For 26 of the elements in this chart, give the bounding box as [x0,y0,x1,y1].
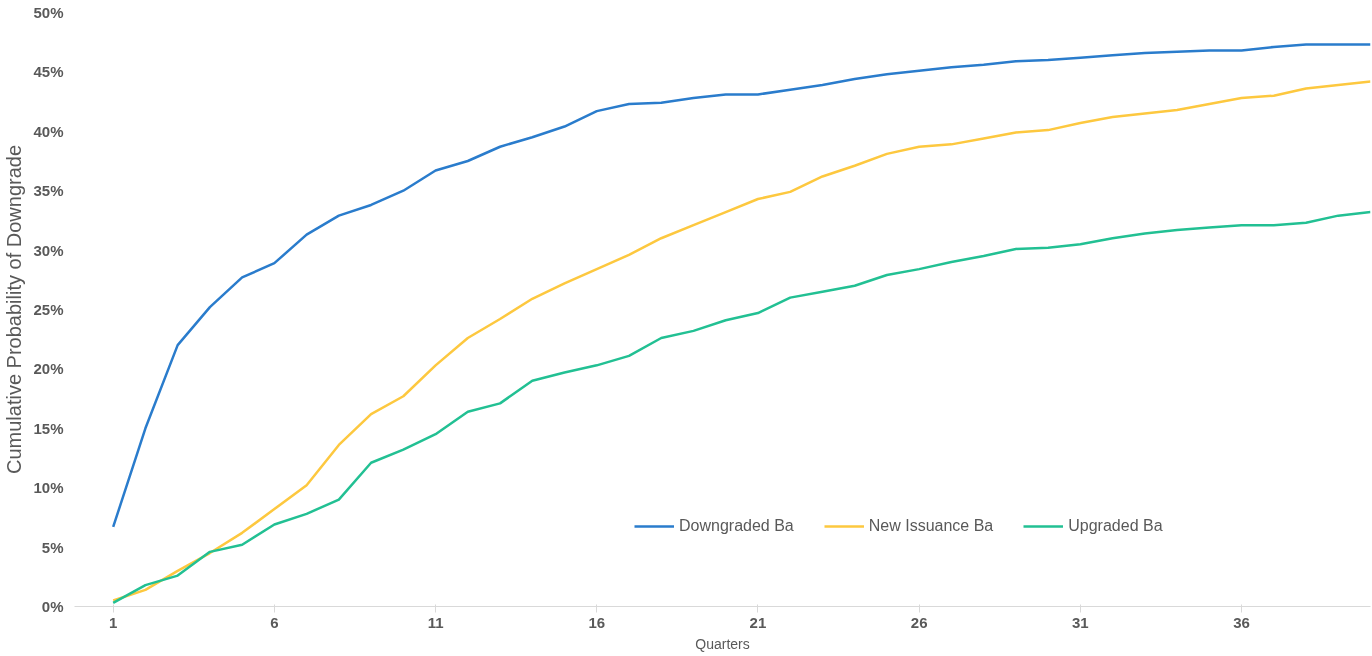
y-tick-label: 30% [33,241,64,259]
x-tick-label: 26 [910,613,928,631]
y-tick-label: 20% [33,360,64,378]
x-tick-label: 31 [1072,613,1089,631]
y-tick-label: 10% [33,479,64,497]
legend-label: New Issuance Ba [868,517,994,535]
y-tick-label: 15% [33,419,64,437]
y-tick-label: 50% [33,4,64,21]
x-tick-label: 36 [1233,613,1250,631]
y-tick-label: 45% [33,63,64,81]
y-tick-label: 35% [33,182,64,200]
y-axis-title: Cumulative Probability of Downgrade [3,144,26,475]
x-tick-label: 11 [427,613,444,631]
y-tick-label: 0% [41,598,64,615]
legend-label: Upgraded Ba [1068,517,1163,535]
x-tick-label: 21 [749,613,767,631]
y-tick-label: 5% [41,538,64,556]
line-series [111,80,1371,602]
x-tick-label: 1 [109,613,118,631]
x-axis-title: Quarters [695,635,750,652]
legend-label: Downgraded Ba [679,517,794,535]
y-tick-label: 40% [33,122,64,140]
y-tick-label: 25% [33,301,64,318]
line-series [111,210,1371,605]
x-tick-label: 6 [270,613,279,631]
x-tick-label: 16 [588,613,606,631]
